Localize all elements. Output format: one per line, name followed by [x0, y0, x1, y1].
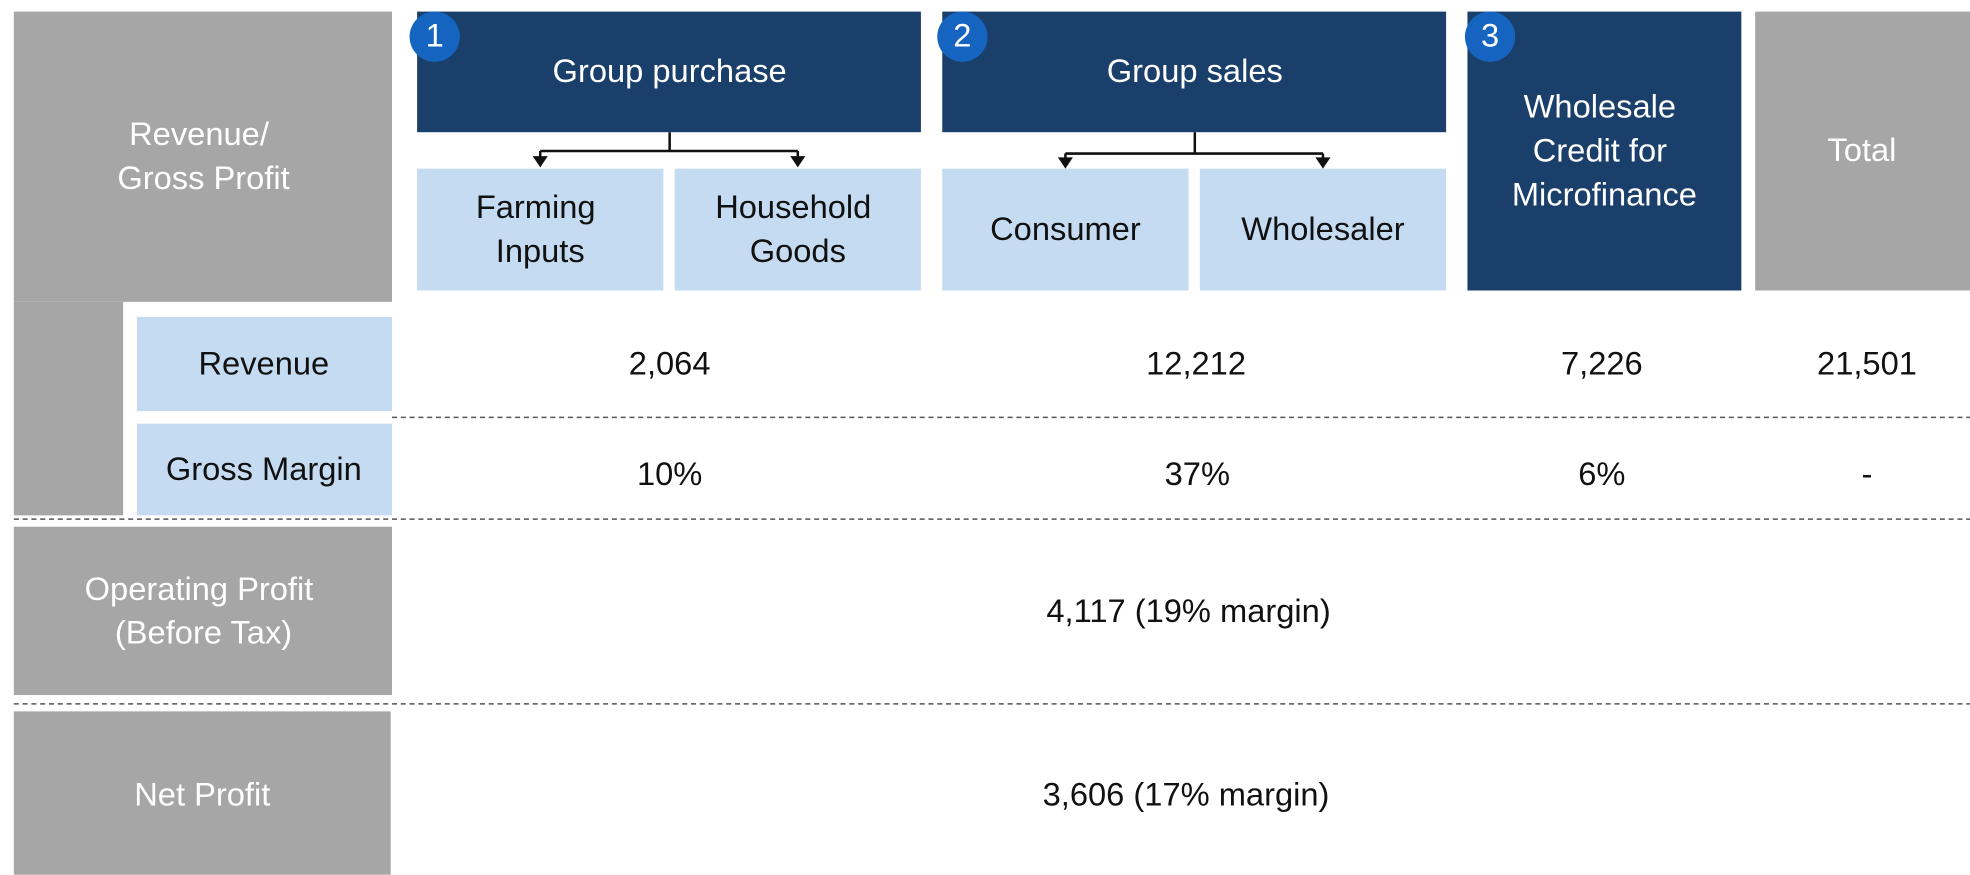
badge-number: 3: [1481, 17, 1499, 54]
segment-title: Group purchase: [553, 52, 787, 89]
row-header: Net Profit: [134, 775, 270, 812]
row-label-text: Revenue: [198, 345, 329, 382]
total-title: Total: [1827, 131, 1896, 168]
segment-header: [942, 11, 1447, 133]
sub-header: [674, 168, 921, 291]
sub-header: [942, 168, 1189, 291]
segment-title: Wholesale Credit for Microfinance: [1512, 87, 1697, 212]
sub-title: Wholesaler: [1241, 210, 1404, 247]
cell: 21,501: [1817, 345, 1917, 382]
cell: 12,212: [1146, 345, 1246, 382]
badge-number: 2: [953, 17, 971, 54]
connector: [538, 132, 800, 159]
header-cell: [13, 11, 392, 302]
badge: [409, 11, 460, 62]
segment-header: [417, 11, 921, 133]
cell: 4,117 (19% margin): [1046, 592, 1330, 629]
badge: [937, 11, 988, 62]
row-label: [136, 316, 392, 412]
arrow: [1315, 157, 1331, 169]
row-header: Revenue/ Gross Profit: [117, 115, 289, 196]
header-cell: [13, 526, 392, 696]
segment-header: [1467, 11, 1742, 291]
sub-header: [1199, 168, 1447, 291]
badge-number: 1: [426, 17, 444, 54]
sub-title: Household Goods: [715, 187, 880, 268]
cell: 10%: [637, 455, 702, 492]
header-cell: [13, 301, 124, 516]
cell: 3,606 (17% margin): [1043, 775, 1330, 812]
connector: [1064, 132, 1325, 160]
row-label: [136, 423, 392, 516]
cell: 2,064: [629, 345, 711, 382]
arrow: [790, 156, 806, 168]
cell: 7,226: [1561, 345, 1643, 382]
arrow: [1057, 157, 1073, 169]
header-cell: [13, 711, 391, 875]
cell: -: [1862, 455, 1873, 492]
row-label-text: Gross Margin: [166, 450, 362, 487]
segment-title: Group sales: [1107, 52, 1283, 89]
total-header: [1755, 11, 1970, 291]
sub-title: Consumer: [990, 210, 1141, 247]
sub-header: [417, 168, 664, 291]
arrow: [532, 156, 548, 168]
cell: 37%: [1165, 455, 1230, 492]
sub-title: Farming Inputs: [476, 187, 605, 268]
cell: 6%: [1578, 455, 1625, 492]
badge: [1464, 11, 1516, 62]
row-header: Operating Profit (Before Tax): [85, 569, 323, 650]
